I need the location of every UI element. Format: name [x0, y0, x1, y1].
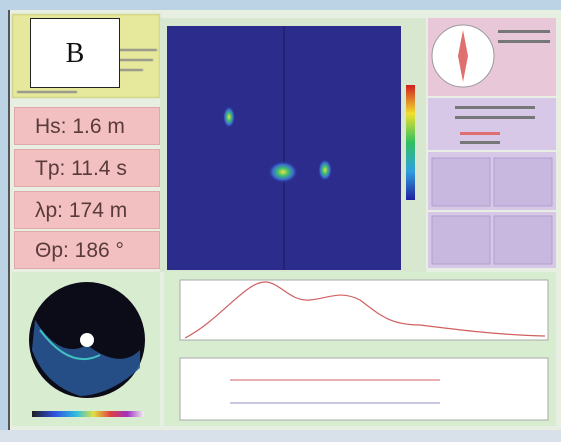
text-placeholder	[498, 40, 550, 43]
wave-system	[494, 158, 552, 206]
spectrum-plot	[180, 280, 548, 340]
text-placeholder	[460, 141, 500, 144]
spectral-peak	[268, 161, 298, 183]
color-scale	[32, 411, 144, 417]
spectral-peak	[318, 159, 332, 181]
graphics	[0, 0, 561, 442]
text-placeholder	[455, 106, 535, 109]
text-placeholder	[498, 30, 550, 33]
screen: B Hs: 1.6 m Tp: 11.4 s λp: 174 m Θp: 186…	[0, 0, 561, 442]
wave-system	[432, 158, 490, 206]
status-bar	[0, 430, 561, 442]
wave-system	[432, 216, 490, 264]
direction-plot	[180, 358, 548, 420]
color-scale	[406, 85, 415, 200]
wave-system	[494, 216, 552, 264]
spectral-peak	[223, 106, 235, 128]
text-placeholder	[455, 116, 535, 119]
radar-center	[80, 333, 94, 347]
text-placeholder	[460, 132, 500, 135]
